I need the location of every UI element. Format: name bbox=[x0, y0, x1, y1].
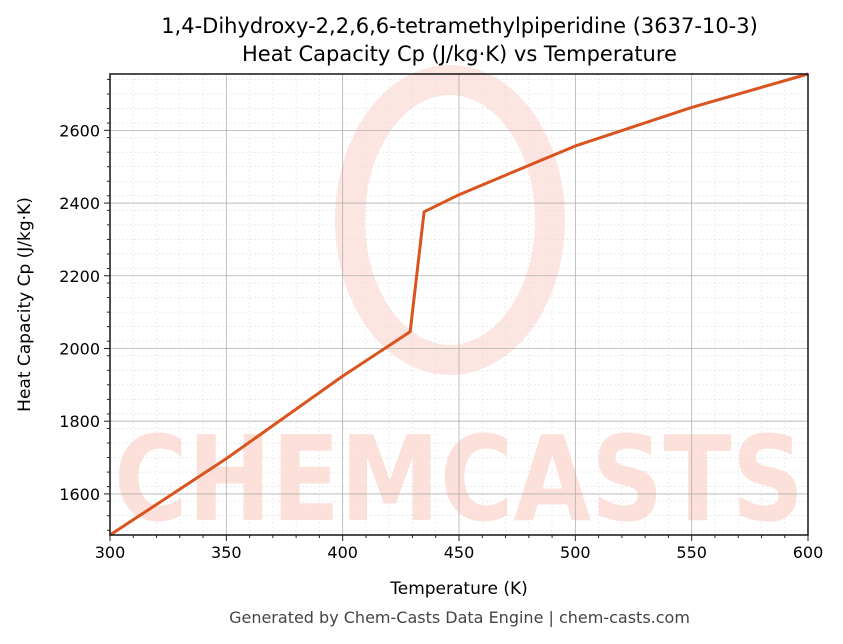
cp-series-line bbox=[109, 72, 809, 537]
y-tick-label: 1800 bbox=[59, 412, 100, 431]
chart-title-line1: 1,4-Dihydroxy-2,2,6,6-tetramethylpiperid… bbox=[161, 14, 758, 38]
y-tick-label: 1600 bbox=[59, 485, 100, 504]
x-tick-label: 500 bbox=[560, 543, 591, 562]
x-tick-label: 350 bbox=[211, 543, 242, 562]
y-axis-label: Heat Capacity Cp (J/kg·K) bbox=[15, 197, 35, 412]
footer-credit: Generated by Chem-Casts Data Engine | ch… bbox=[229, 608, 690, 627]
x-tick-label: 550 bbox=[676, 543, 707, 562]
x-axis-label: Temperature (K) bbox=[389, 579, 528, 599]
x-tick-label: 450 bbox=[444, 543, 475, 562]
y-tick-label: 2200 bbox=[59, 267, 100, 286]
x-tick-label: 400 bbox=[327, 543, 358, 562]
watermark-logo-icon bbox=[335, 65, 565, 375]
chart-title-line2: Heat Capacity Cp (J/kg·K) vs Temperature bbox=[242, 42, 677, 66]
x-tick-label: 300 bbox=[95, 543, 126, 562]
y-tick-label: 2400 bbox=[59, 194, 100, 213]
y-tick-label: 2000 bbox=[59, 339, 100, 358]
y-tick-label: 2600 bbox=[59, 121, 100, 140]
x-tick-label: 600 bbox=[793, 543, 824, 562]
